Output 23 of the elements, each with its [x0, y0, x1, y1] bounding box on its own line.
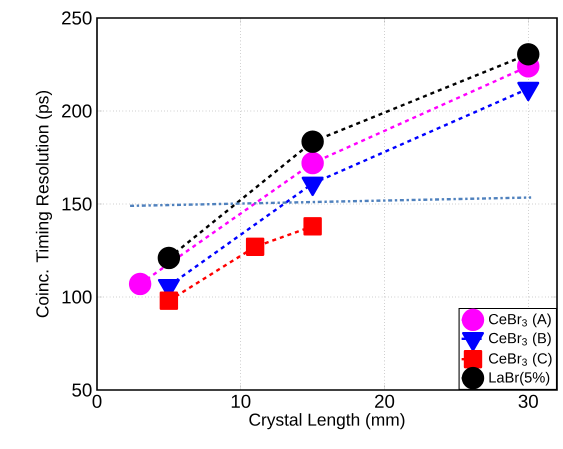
y-axis-title: Coinc. Timing Resolution (ps) [36, 90, 52, 318]
x-tick-label: 10 [232, 394, 250, 408]
legend-label: CeBr$_{3}$ (B) [489, 332, 551, 346]
point [301, 152, 324, 174]
legend-label: LaBr(5%) [489, 372, 550, 386]
y-tick-label: 50 [72, 383, 92, 397]
point [246, 238, 264, 256]
legend-label: CeBr$_{3}$ (C) [489, 352, 552, 366]
x-tick-label: 30 [518, 394, 538, 408]
y-tick-label: 100 [62, 290, 92, 304]
point [158, 246, 180, 270]
y-tick-label: 250 [62, 11, 92, 25]
x-tick-label: 0 [92, 394, 102, 408]
point [301, 130, 324, 153]
point [517, 43, 540, 66]
x-tick-label: 20 [375, 394, 394, 408]
y-tick-label: 150 [62, 197, 92, 211]
legend-label: CeBr$_{3}$ (A) [489, 314, 551, 328]
point [303, 217, 322, 236]
point [160, 292, 178, 310]
point [128, 272, 152, 296]
y-tick-label: 200 [62, 104, 92, 118]
x-axis-title: Crystal Length (mm) [249, 413, 404, 430]
